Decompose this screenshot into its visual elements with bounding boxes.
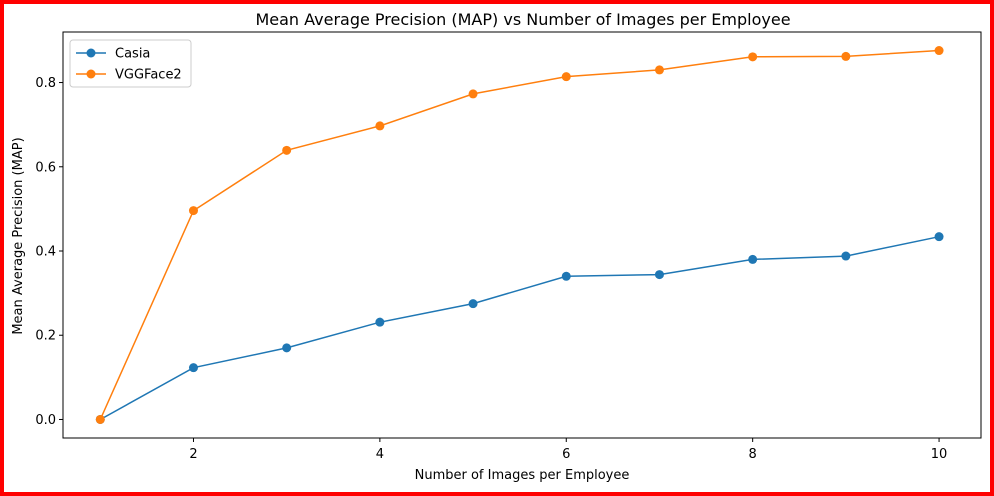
data-point-vggface2 (934, 46, 944, 56)
legend-marker (86, 48, 96, 58)
x-tick-label: 6 (562, 447, 570, 462)
y-tick-label: 0.2 (35, 329, 56, 344)
x-tick-label: 8 (749, 447, 757, 462)
x-axis-label: Number of Images per Employee (415, 468, 630, 483)
data-point-casia (748, 254, 758, 264)
series-layer (95, 46, 944, 424)
data-point-casia (282, 343, 292, 353)
legend: Casia VGGFace2 (69, 39, 192, 88)
legend-box (69, 39, 192, 88)
data-point-vggface2 (468, 89, 478, 99)
y-tick-label: 0.8 (35, 76, 56, 91)
legend-marker (86, 69, 96, 79)
data-point-casia (934, 232, 944, 242)
plot-area (62, 31, 982, 439)
data-point-casia (561, 271, 571, 281)
data-point-vggface2 (282, 145, 292, 155)
data-point-casia (188, 363, 198, 373)
y-tick-label: 0.6 (35, 160, 56, 175)
legend-entry-casia: Casia (76, 47, 150, 62)
x-tick-label: 4 (376, 447, 384, 462)
data-point-vggface2 (748, 52, 758, 62)
data-point-casia (375, 317, 385, 327)
data-point-vggface2 (375, 121, 385, 131)
series-line-vggface2 (99, 49, 940, 420)
data-point-vggface2 (188, 206, 198, 216)
data-point-vggface2 (95, 414, 105, 424)
y-axis-label: Mean Average Precision (MAP) (11, 137, 26, 334)
legend-label: Casia (115, 47, 150, 62)
series-casia (95, 232, 944, 424)
data-point-casia (841, 251, 851, 261)
chart-title: Mean Average Precision (MAP) vs Number o… (255, 10, 790, 29)
data-point-casia (654, 270, 664, 280)
y-tick-label: 0.4 (35, 245, 56, 260)
data-point-vggface2 (561, 72, 571, 82)
series-vggface2 (95, 46, 944, 424)
data-point-vggface2 (654, 65, 664, 75)
data-point-casia (468, 299, 478, 309)
y-tick-label: 0.0 (35, 413, 56, 428)
x-tick-label: 10 (931, 447, 948, 462)
data-point-vggface2 (841, 51, 851, 61)
legend-entry-vggface2: VGGFace2 (76, 68, 182, 83)
x-axis: 2 4 6 8 10 (189, 438, 947, 462)
legend-label: VGGFace2 (115, 68, 182, 83)
series-line-casia (99, 235, 940, 421)
y-axis: 0.0 0.2 0.4 0.6 0.8 (35, 76, 63, 428)
x-tick-label: 2 (189, 447, 197, 462)
